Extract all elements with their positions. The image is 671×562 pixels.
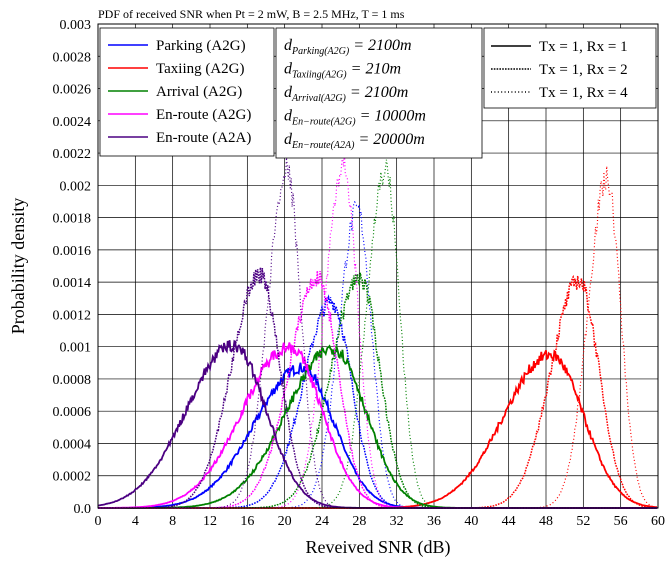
y-tick-label: 0.0014: [53, 276, 92, 291]
y-tick-label: 0.0004: [53, 437, 92, 452]
y-tick-label: 0.0018: [53, 212, 92, 227]
y-tick-label: 0.0022: [53, 147, 92, 162]
series-line: [98, 159, 658, 509]
y-tick-label: 0.001: [60, 341, 92, 356]
x-tick-label: 4: [132, 514, 139, 529]
x-tick-label: 32: [390, 514, 404, 529]
y-tick-label: 0.0028: [53, 50, 92, 65]
x-tick-label: 8: [169, 514, 176, 529]
legend-scenarios: Parking (A2G) Taxiing (A2G) Arrival (A2G) E…: [99, 27, 275, 157]
legend-distance-label: dEn−route(A2G) = 10000m: [284, 108, 426, 128]
y-tick-label: 0.0016: [53, 244, 92, 259]
legend-scenario-label: Arrival (A2G): [156, 84, 242, 100]
x-tick-label: 16: [240, 514, 254, 529]
x-tick-label: 24: [315, 514, 329, 529]
y-tick-label: 0.0: [74, 502, 92, 517]
x-tick-label: 0: [95, 514, 102, 529]
x-tick-label: 36: [427, 514, 441, 529]
x-tick-label: 12: [203, 514, 217, 529]
legend-distances: dParking(A2G) = 2100m dTaxiing(A2G) = 210…: [275, 27, 483, 159]
legend-scenario-label: En-route (A2A): [156, 130, 251, 146]
x-tick-label: 20: [278, 514, 292, 529]
series-line: [98, 200, 658, 509]
x-ticks: 0 4 8 12 16 20 24 28 32 36 40 44 48 52 56 60: [95, 514, 666, 529]
y-ticks: 0.0 0.0002 0.0004 0.0006 0.0008 0.001 0.0012 0.…: [53, 18, 92, 517]
legend-antenna-label: Tx = 1, Rx = 2: [539, 62, 628, 78]
x-axis-label: Reveived SNR (dB): [306, 537, 451, 558]
plot-frame: [97, 23, 659, 509]
x-tick-label: 48: [539, 514, 553, 529]
y-tick-label: 0.003: [60, 18, 92, 33]
y-tick-label: 0.002: [60, 179, 92, 194]
legend-scenario-label: Parking (A2G): [156, 38, 246, 54]
legend-scenario-label: En-route (A2G): [156, 107, 251, 123]
y-axis-label: Probability density: [8, 198, 28, 335]
x-tick-label: 60: [651, 514, 665, 529]
legend-distance-label: dArrival(A2G) = 2100m: [284, 84, 408, 104]
x-tick-label: 52: [576, 514, 590, 529]
legend-antenna-label: Tx = 1, Rx = 1: [539, 39, 628, 55]
y-tick-label: 0.0006: [53, 405, 92, 420]
legend-antenna-label: Tx = 1, Rx = 4: [539, 85, 628, 101]
x-tick-label: 40: [464, 514, 478, 529]
legend-distance-label: dParking(A2G) = 2100m: [284, 37, 412, 57]
y-tick-label: 0.0026: [53, 83, 92, 98]
y-tick-label: 0.0024: [53, 115, 92, 130]
legend-antennas-box: [483, 27, 657, 109]
legend-scenario-label: Taxiing (A2G): [156, 61, 245, 77]
chart-title: PDF of received SNR when Pt = 2 mW, B = …: [98, 7, 405, 21]
legend-antennas: Tx = 1, Rx = 1 Tx = 1, Rx = 2 Tx = 1, Rx =…: [483, 27, 657, 109]
legend-distances-box: [275, 27, 483, 159]
y-tick-label: 0.0012: [53, 308, 92, 323]
x-tick-label: 56: [614, 514, 628, 529]
legend-scenarios-box: [99, 27, 275, 157]
y-tick-label: 0.0008: [53, 373, 92, 388]
x-tick-label: 28: [352, 514, 366, 529]
y-tick-label: 0.0002: [53, 470, 92, 485]
x-tick-label: 44: [502, 514, 516, 529]
legend-distance-label: dEn−route(A2A) = 20000m: [284, 131, 425, 151]
legend-distance-label: dTaxiing(A2G) = 210m: [284, 61, 401, 81]
